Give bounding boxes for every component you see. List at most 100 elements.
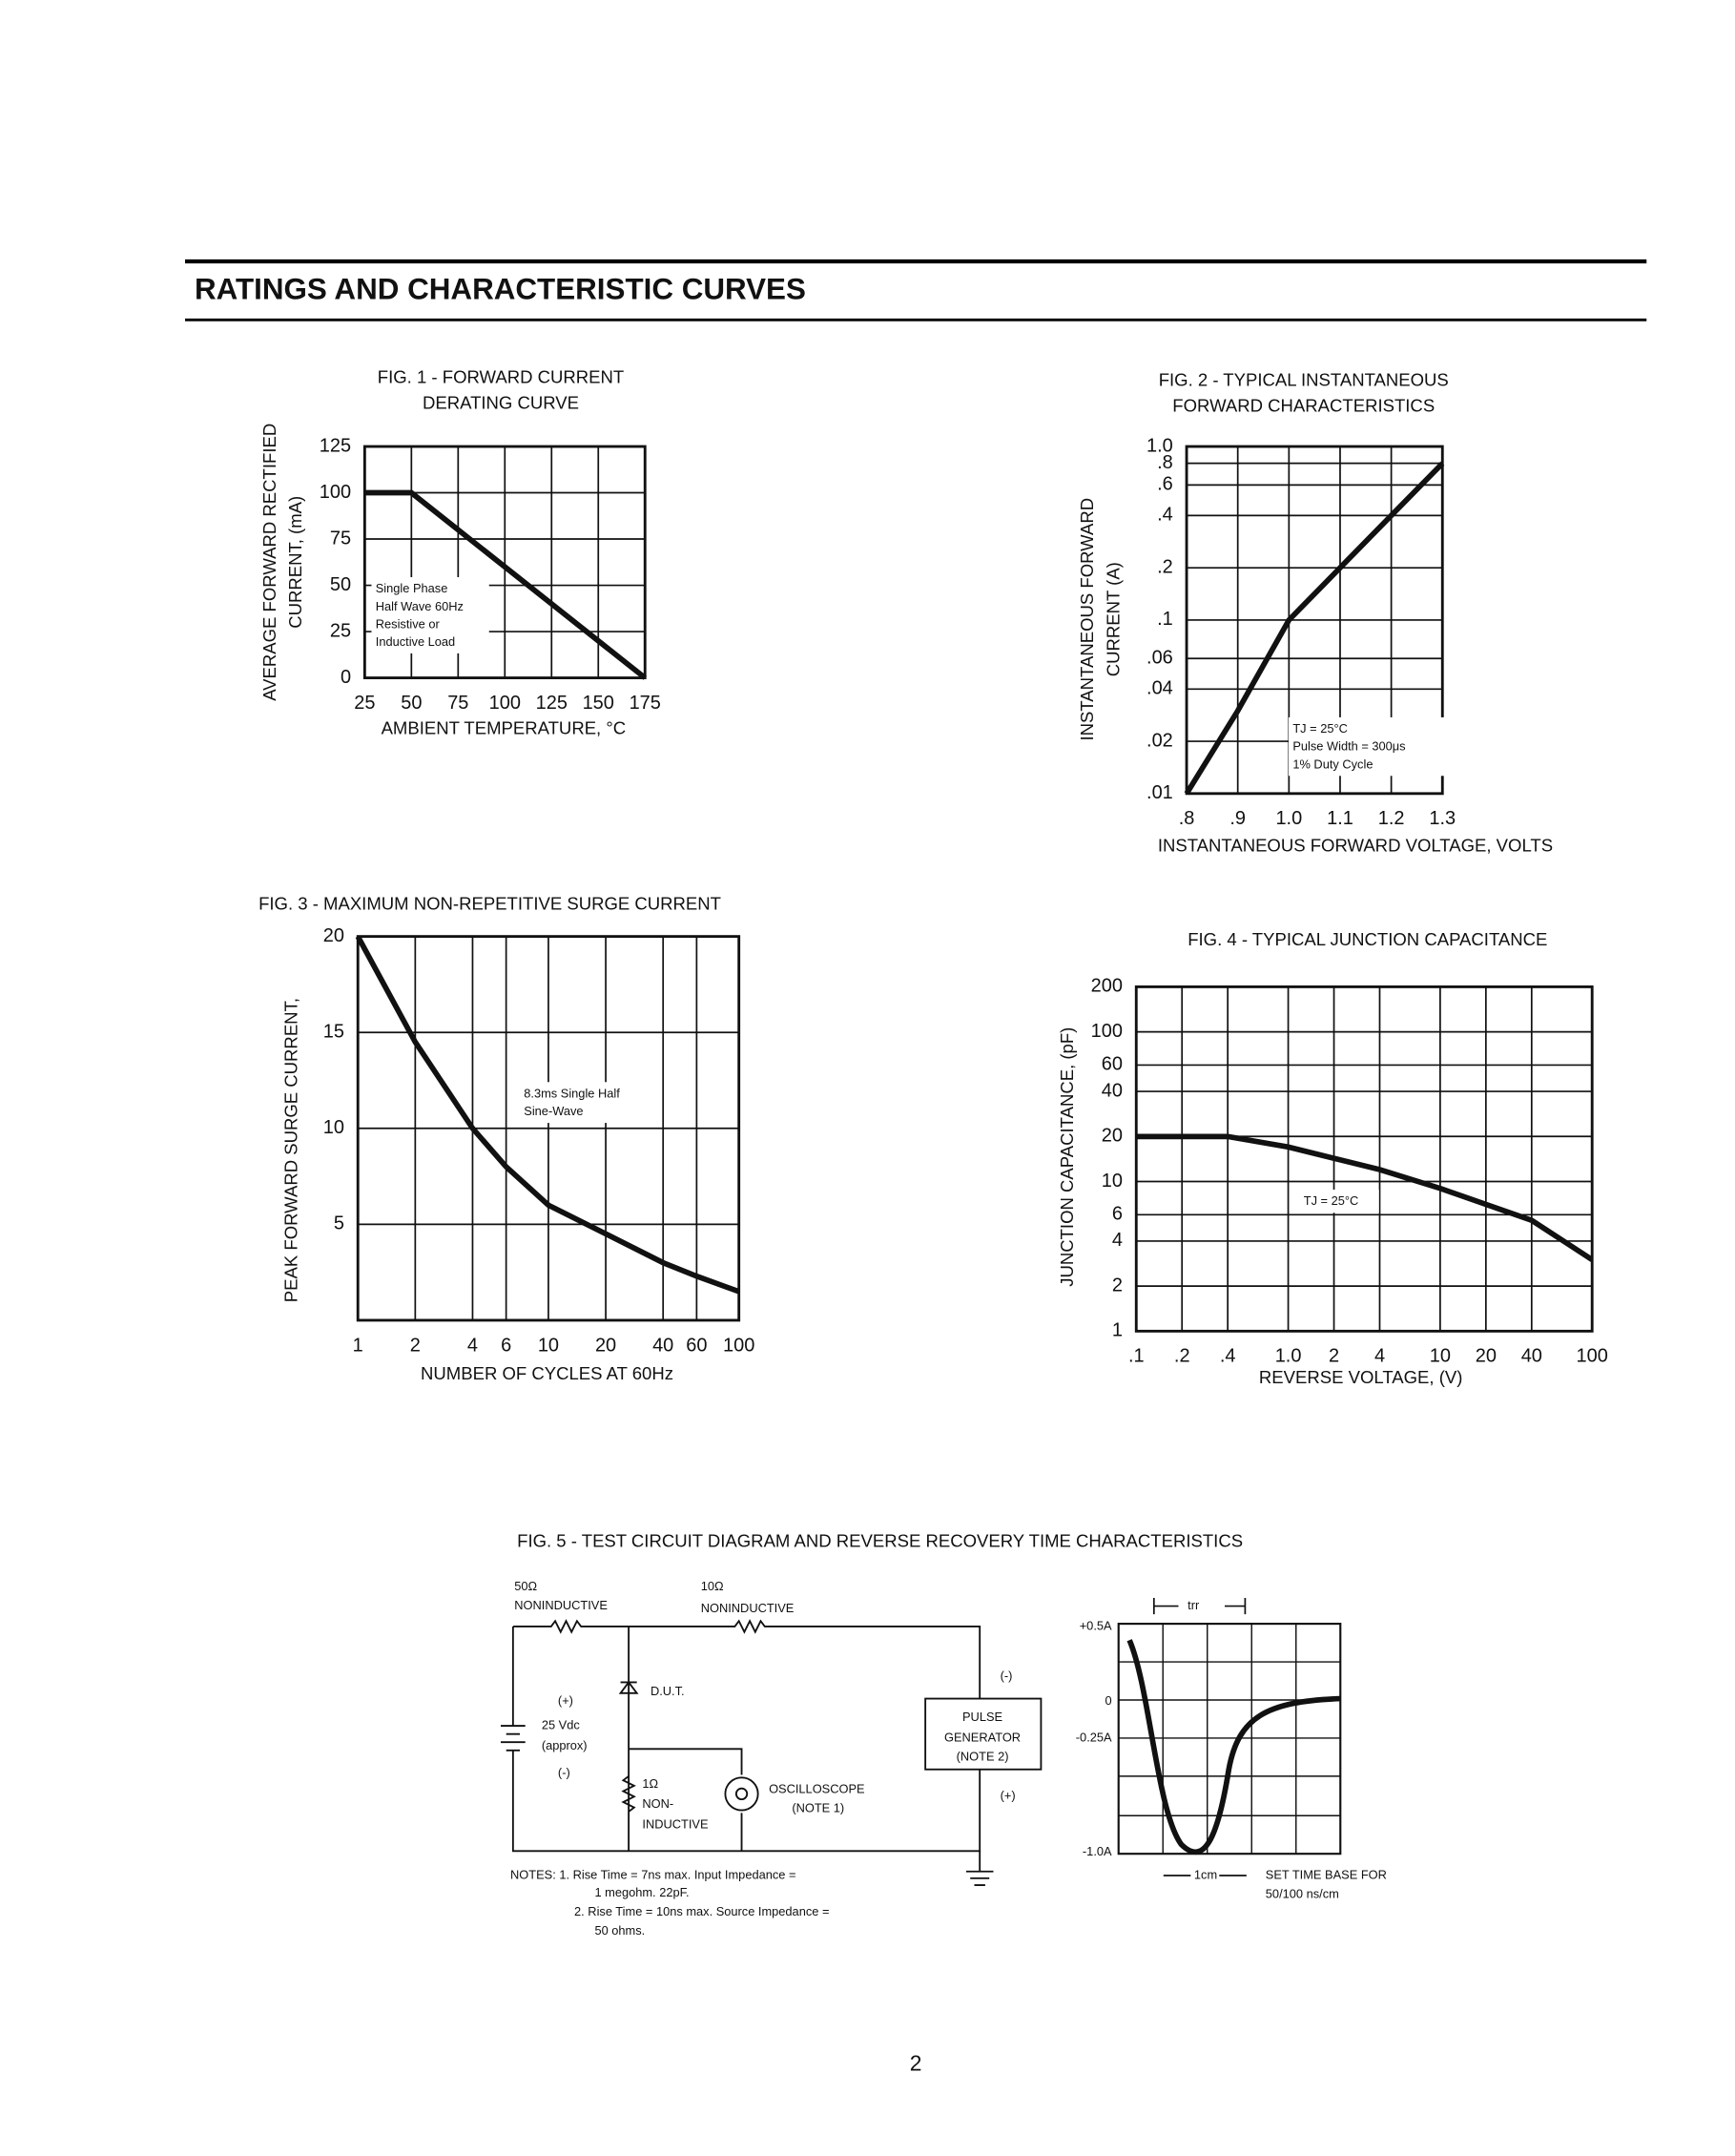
waveform-label: 0 <box>1105 1693 1111 1708</box>
annotation-box <box>519 1082 661 1124</box>
circuit-label: (NOTE 1) <box>792 1801 844 1815</box>
note: 50 ohms. <box>594 1923 645 1938</box>
x-tick-label: 20 <box>1476 1346 1497 1367</box>
circuit-label: 10Ω <box>701 1579 724 1593</box>
y-tick-label: .4 <box>1157 505 1173 526</box>
circuit-label: 1Ω <box>642 1776 658 1791</box>
x-axis-label: INSTANTANEOUS FORWARD VOLTAGE, VOLTS <box>1158 835 1553 855</box>
x-tick-label: 10 <box>1430 1346 1451 1367</box>
chart-title: FIG. 3 - MAXIMUM NON-REPETITIVE SURGE CU… <box>258 894 721 914</box>
data-line <box>355 935 740 1295</box>
annotation: TJ = 25°C <box>1304 1193 1359 1208</box>
x-tick-label: .8 <box>1179 808 1195 829</box>
y-axis-label: JUNCTION CAPACITANCE, (pF) <box>1057 1027 1077 1287</box>
x-axis-label: REVERSE VOLTAGE, (V) <box>1259 1367 1463 1387</box>
x-tick-label: 40 <box>652 1335 673 1356</box>
x-tick-label: 175 <box>630 693 661 714</box>
y-axis-label: CURRENT (A) <box>1103 562 1123 676</box>
x-tick-label: 6 <box>501 1335 511 1356</box>
x-axis-label: AMBIENT TEMPERATURE, °C <box>382 718 627 738</box>
chart-title: FIG. 2 - TYPICAL INSTANTANEOUS <box>1159 369 1449 389</box>
y-tick-label: .8 <box>1157 452 1173 473</box>
x-tick-label: 60 <box>686 1335 707 1356</box>
page-number: 2 <box>910 2050 922 2075</box>
circuit-label: (-) <box>558 1765 570 1779</box>
circuit-label: NON- <box>642 1796 673 1811</box>
annotation: 1% Duty Cycle <box>1292 757 1373 771</box>
x-tick-label: 1.0 <box>1275 1346 1302 1367</box>
waveform-label: -0.25A <box>1076 1730 1112 1744</box>
data-line <box>364 489 648 680</box>
x-axis-label: NUMBER OF CYCLES AT 60Hz <box>421 1363 673 1383</box>
y-tick-label: 1.0 <box>1146 435 1173 456</box>
circuit-label: (-) <box>1001 1669 1013 1683</box>
plot-frame <box>362 445 647 679</box>
circuit <box>501 1619 1043 1886</box>
y-tick-label: 4 <box>1112 1230 1123 1251</box>
waveform-label: -1.0A <box>1083 1844 1112 1858</box>
x-tick-label: .2 <box>1174 1346 1190 1367</box>
y-tick-label: 10 <box>1102 1171 1123 1192</box>
y-axis-label: CURRENT, (mA) <box>285 496 305 629</box>
y-tick-label: 10 <box>323 1117 344 1138</box>
y-tick-label: 200 <box>1091 976 1123 997</box>
waveform-label: 50/100 ns/cm <box>1266 1886 1339 1900</box>
y-tick-label: 25 <box>330 620 351 641</box>
circuit-label: (+) <box>558 1693 573 1708</box>
circuit-label: D.U.T. <box>651 1684 685 1698</box>
chart-title: FIG. 1 - FORWARD CURRENT <box>378 367 624 387</box>
page-title: RATINGS AND CHARACTERISTIC CURVES <box>195 273 806 306</box>
y-tick-label: .2 <box>1157 556 1173 577</box>
plot-frame <box>356 935 741 1322</box>
data-line <box>1184 461 1445 796</box>
x-tick-label: 1.3 <box>1429 808 1456 829</box>
x-tick-label: .4 <box>1220 1346 1236 1367</box>
waveform-label: 1cm <box>1194 1867 1217 1881</box>
circuit-label: GENERATOR <box>944 1730 1021 1744</box>
y-tick-label: 50 <box>330 574 351 595</box>
x-tick-label: 4 <box>1374 1346 1385 1367</box>
y-tick-label: .01 <box>1146 782 1173 803</box>
circuit-label: 25 Vdc <box>542 1717 581 1731</box>
chart-title: FIG. 4 - TYPICAL JUNCTION CAPACITANCE <box>1188 929 1547 949</box>
x-tick-label: 50 <box>401 693 422 714</box>
y-axis-label: AVERAGE FORWARD RECTIFIED <box>259 424 279 701</box>
waveform-label: +0.5A <box>1080 1618 1112 1632</box>
annotation: 8.3ms Single Half <box>524 1087 620 1101</box>
y-tick-label: .02 <box>1146 730 1173 751</box>
x-tick-label: 125 <box>536 693 568 714</box>
x-tick-label: .9 <box>1229 808 1246 829</box>
x-tick-label: 100 <box>1577 1346 1608 1367</box>
y-tick-label: 5 <box>334 1213 344 1234</box>
y-tick-label: 20 <box>1102 1126 1123 1147</box>
chart: FIG. 3 - MAXIMUM NON-REPETITIVE SURGE CU… <box>258 894 754 1383</box>
plot-frame <box>1134 985 1594 1333</box>
y-tick-label: 2 <box>1112 1275 1123 1296</box>
data-line <box>1136 1133 1594 1262</box>
note: 2. Rise Time = 10ns max. Source Impedanc… <box>574 1904 829 1918</box>
circuit-label: PULSE <box>962 1710 1002 1724</box>
waveform-label: SET TIME BASE FOR <box>1266 1867 1387 1881</box>
waveform-panel <box>1117 1597 1342 1876</box>
x-tick-label: 10 <box>538 1335 559 1356</box>
x-tick-label: 20 <box>595 1335 616 1356</box>
annotation-box <box>1289 716 1445 777</box>
x-tick-label: 25 <box>354 693 375 714</box>
x-tick-label: .1 <box>1128 1346 1145 1367</box>
chart-title: FORWARD CHARACTERISTICS <box>1172 396 1435 416</box>
y-tick-label: .6 <box>1157 474 1173 495</box>
annotation-box <box>1299 1189 1379 1213</box>
circuit-label: 50Ω <box>514 1579 537 1593</box>
y-tick-label: .04 <box>1146 678 1173 699</box>
annotation: Single Phase <box>376 581 448 595</box>
circuit-label: OSCILLOSCOPE <box>769 1782 865 1796</box>
annotation: Sine-Wave <box>524 1104 583 1118</box>
x-tick-label: 40 <box>1521 1346 1542 1367</box>
y-tick-label: 100 <box>1091 1021 1123 1042</box>
y-tick-label: 100 <box>320 482 351 503</box>
x-tick-label: 100 <box>489 693 521 714</box>
circuit-label: NONINDUCTIVE <box>701 1601 795 1615</box>
annotation: Inductive Load <box>376 634 455 649</box>
circuit-label: INDUCTIVE <box>642 1817 708 1832</box>
y-tick-label: 6 <box>1112 1204 1123 1225</box>
